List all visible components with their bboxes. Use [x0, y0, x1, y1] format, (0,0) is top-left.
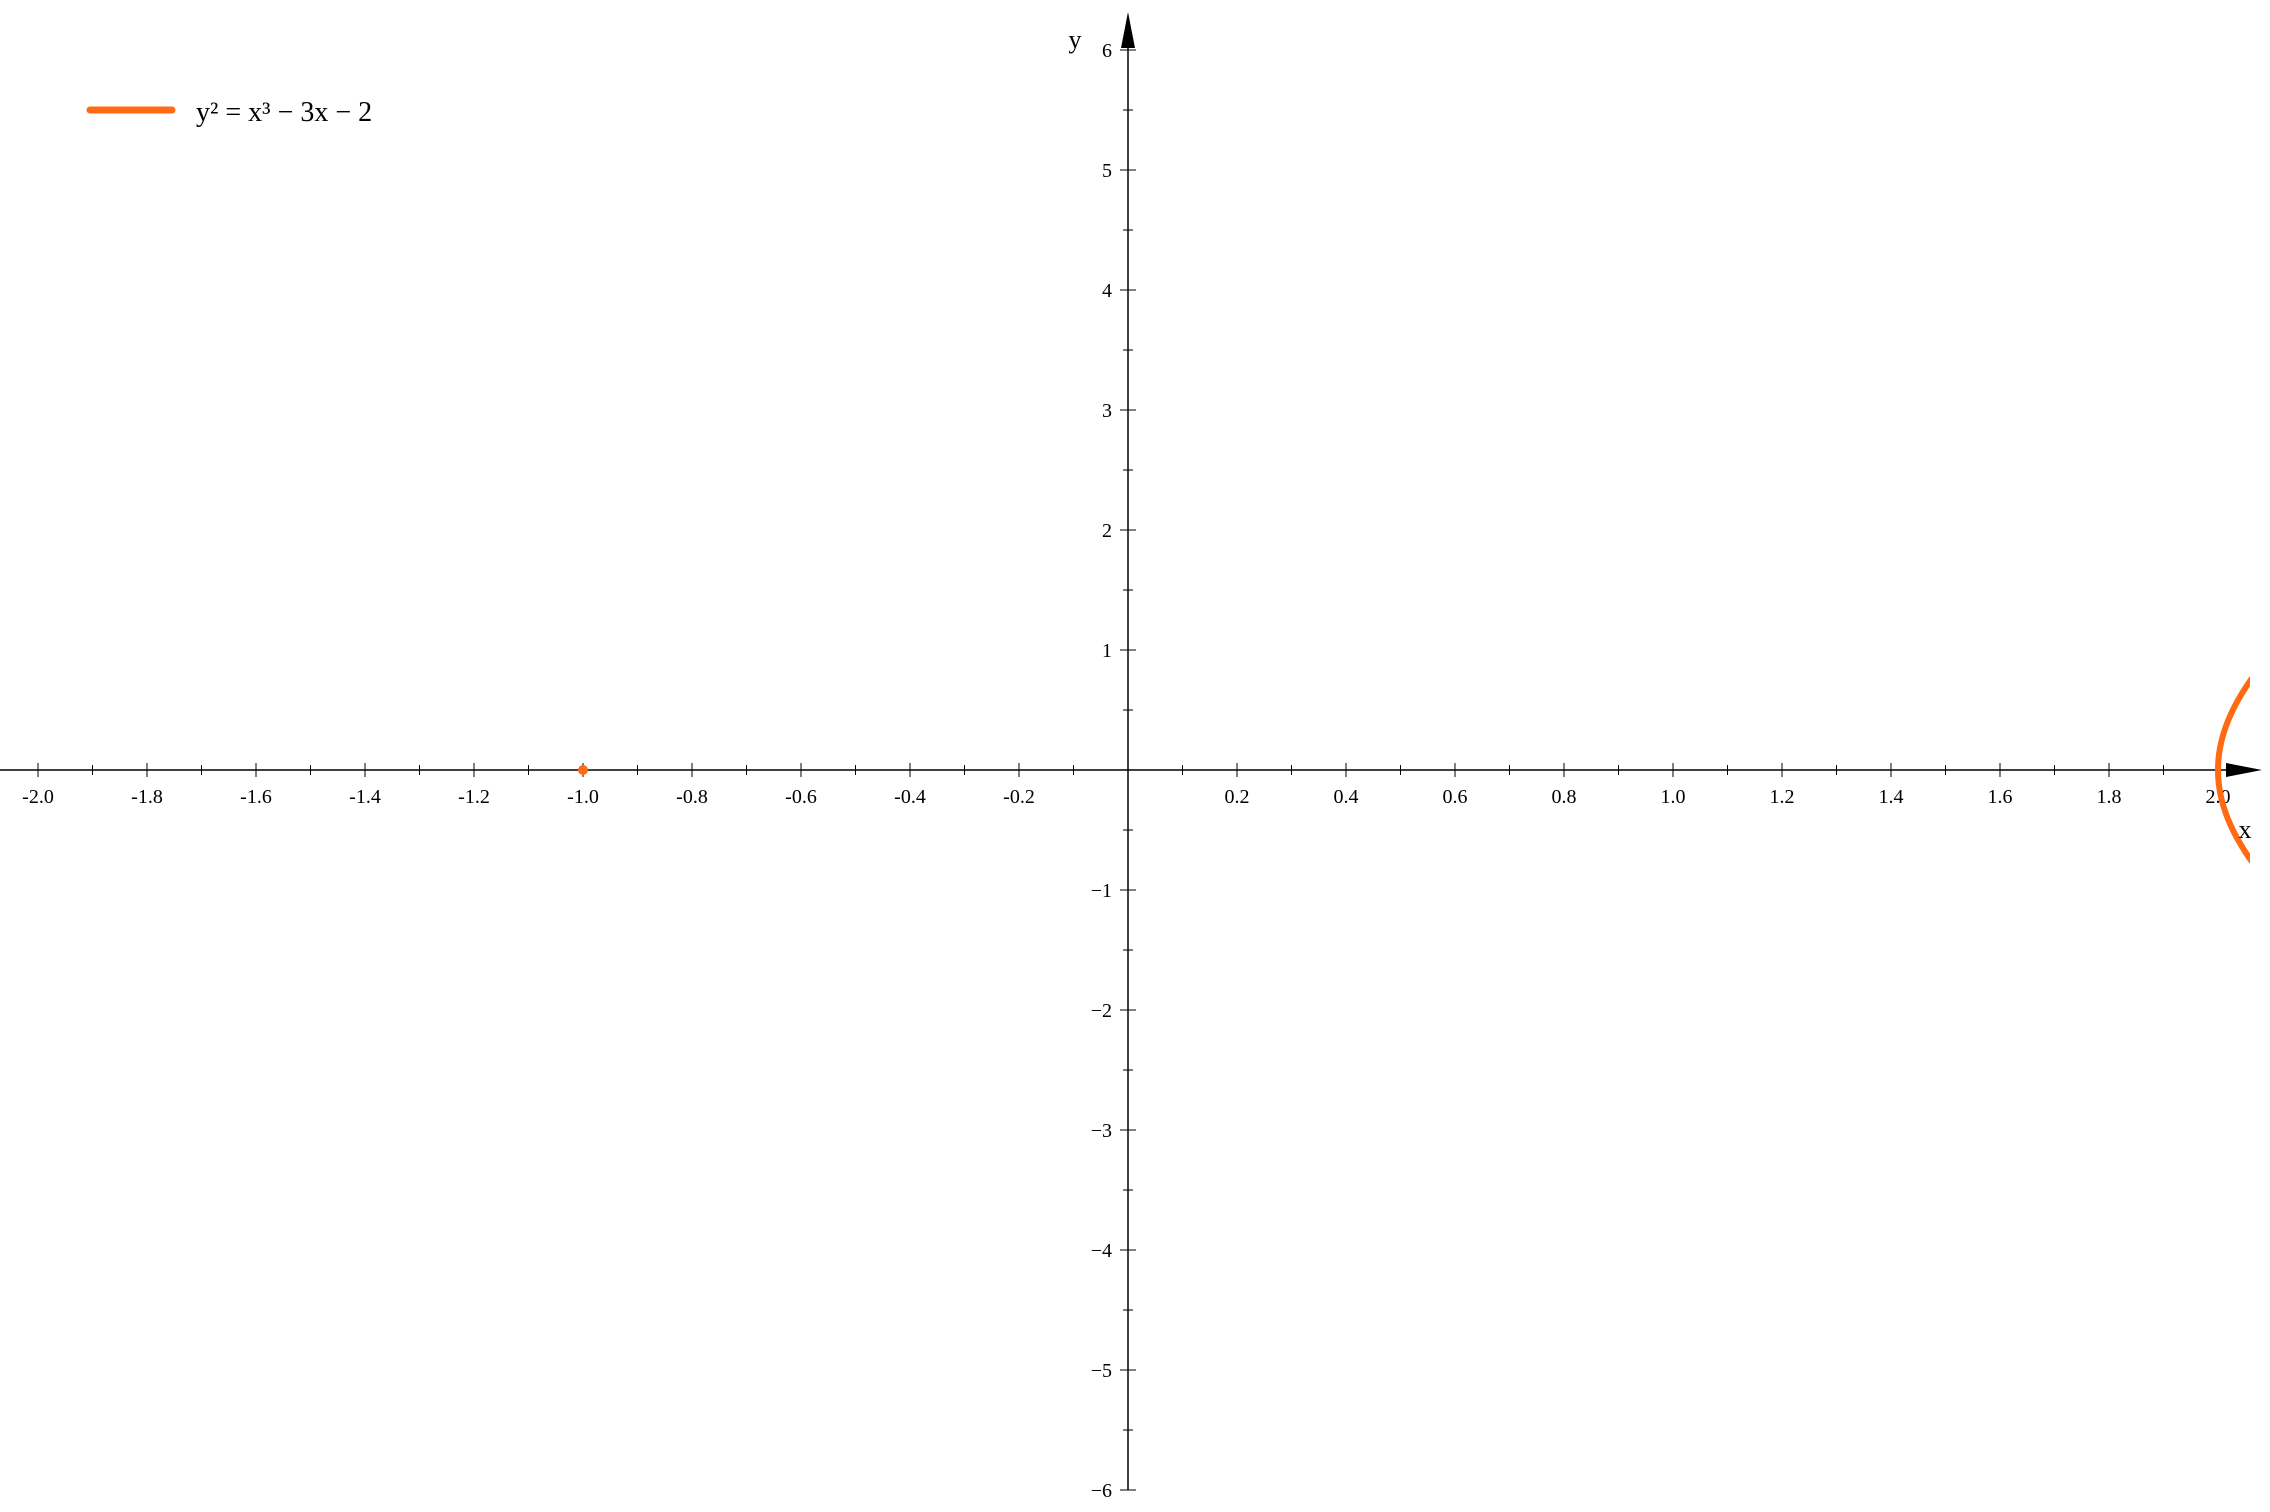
- series-layer: [578, 675, 2250, 865]
- y-tick-label: −1: [1091, 880, 1112, 902]
- x-tick-label: -0.2: [1003, 786, 1035, 808]
- x-tick-label: 1.4: [1879, 786, 1904, 808]
- y-tick-label: 3: [1102, 400, 1112, 422]
- series-lower-branch: [2215, 767, 2250, 865]
- y-axis: −6 −5 −4 −3 −2 −1 1 2 3 4 5 6: [1091, 12, 1136, 1502]
- y-tick-label: 1: [1102, 640, 1112, 662]
- x-tick-label: 0.2: [1225, 786, 1250, 808]
- x-tick-label: 0.4: [1334, 786, 1359, 808]
- y-axis-arrow: [1121, 12, 1135, 48]
- x-tick-label: -1.2: [458, 786, 490, 808]
- x-axis-arrow: [2226, 763, 2262, 777]
- x-tick-label: 0.6: [1443, 786, 1468, 808]
- y-tick-label: 4: [1102, 280, 1112, 302]
- series-upper-branch: [2215, 675, 2250, 773]
- x-tick-label: -0.6: [785, 786, 817, 808]
- x-tick-label: 1.2: [1770, 786, 1795, 808]
- x-tick-label: 0.8: [1552, 786, 1577, 808]
- x-tick-label: 1.8: [2097, 786, 2122, 808]
- x-tick-label: -0.4: [894, 786, 926, 808]
- x-tick-label: 1.0: [1661, 786, 1686, 808]
- x-tick-label: -1.6: [240, 786, 272, 808]
- y-tick-label: −5: [1091, 1360, 1112, 1382]
- x-tick-label: -1.4: [349, 786, 381, 808]
- x-tick-label: 1.6: [1988, 786, 2013, 808]
- x-tick-label: -2.0: [22, 786, 54, 808]
- y-axis-title: y: [1069, 25, 1082, 54]
- x-tick-label: -1.0: [567, 786, 599, 808]
- y-tick-label: −3: [1091, 1120, 1112, 1142]
- x-tick-label: -0.8: [676, 786, 708, 808]
- x-axis-title: x: [2239, 815, 2252, 844]
- y-tick-label: 6: [1102, 40, 1112, 62]
- y-tick-label: −2: [1091, 1000, 1112, 1022]
- x-tick-label: -1.8: [131, 786, 163, 808]
- y-tick-label: 5: [1102, 160, 1112, 182]
- legend-label: y² = x³ − 3x − 2: [196, 97, 372, 128]
- y-tick-label: 2: [1102, 520, 1112, 542]
- legend: y² = x³ − 3x − 2: [86, 97, 372, 128]
- x-axis: -4.0-3.8-3.6-3.4-3.2-3.0-2.8-2.6-2.4-2.2…: [0, 763, 2262, 808]
- y-tick-label: −6: [1091, 1480, 1112, 1502]
- isolated-point: [578, 765, 588, 775]
- y-tick-label: −4: [1091, 1240, 1112, 1262]
